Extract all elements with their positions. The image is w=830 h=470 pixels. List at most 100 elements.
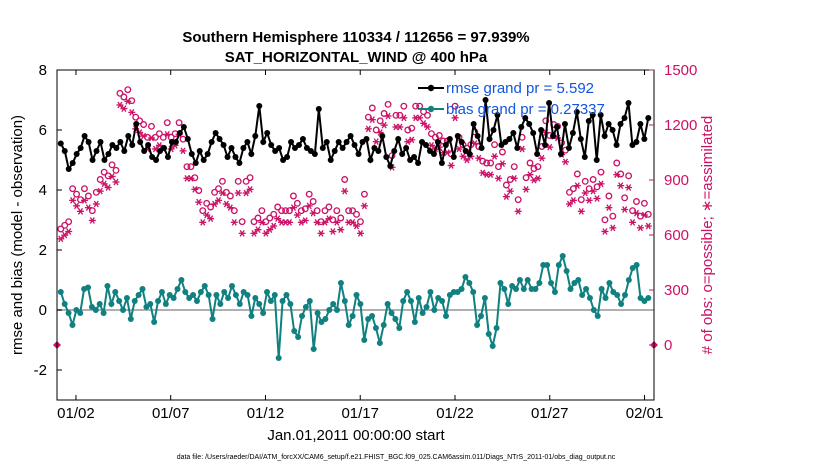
bias-point bbox=[236, 301, 243, 307]
bias-point bbox=[384, 301, 391, 307]
obs-assimilated-point bbox=[498, 160, 506, 168]
bias-point bbox=[127, 316, 134, 322]
bias-point bbox=[244, 292, 251, 298]
obs-possible-point bbox=[57, 225, 65, 233]
bias-point bbox=[645, 295, 652, 301]
bias-point bbox=[61, 301, 68, 307]
bias-point bbox=[618, 301, 625, 307]
obs-possible-point bbox=[514, 196, 522, 204]
rmse-point bbox=[299, 136, 306, 142]
bias-point bbox=[299, 313, 306, 319]
obs-possible-point bbox=[215, 185, 222, 193]
obs-possible-point bbox=[301, 205, 309, 213]
rmse-point bbox=[105, 151, 112, 157]
bias-point bbox=[228, 283, 235, 289]
rmse-point bbox=[601, 133, 608, 139]
obs-assimilated-point bbox=[285, 218, 293, 226]
obs-assimilated-point bbox=[494, 174, 502, 182]
obs-possible-point bbox=[136, 117, 144, 125]
obs-possible-point bbox=[613, 159, 621, 167]
obs-assimilated-point bbox=[333, 218, 341, 226]
obs-possible-point bbox=[633, 198, 640, 205]
rmse-point bbox=[415, 160, 422, 166]
rmse-point bbox=[387, 163, 394, 169]
obs-assimilated-point bbox=[423, 123, 431, 131]
obs-possible-point bbox=[542, 117, 550, 125]
obs-possible-point bbox=[211, 188, 219, 196]
rmse-point bbox=[180, 124, 187, 130]
legend-bias-label: bias grand pr = 0.27337 bbox=[446, 101, 605, 118]
bias-point bbox=[361, 337, 368, 343]
obs-assimilated-point bbox=[644, 222, 652, 230]
bias-point bbox=[462, 274, 469, 280]
bias-point bbox=[400, 298, 407, 304]
bias-point bbox=[209, 316, 216, 322]
obs-assimilated-point bbox=[163, 130, 171, 138]
rmse-point bbox=[176, 130, 183, 136]
obs-assimilated-point bbox=[293, 211, 301, 219]
series-layer bbox=[53, 86, 658, 361]
obs-possible-point bbox=[408, 124, 416, 132]
obs-assimilated-point bbox=[601, 228, 609, 235]
rmse-point bbox=[89, 157, 96, 163]
bias-point bbox=[633, 262, 640, 268]
bias-point bbox=[213, 292, 220, 298]
obs-assimilated-point bbox=[73, 202, 81, 210]
bias-point bbox=[65, 310, 72, 316]
obs-assimilated-point bbox=[112, 178, 120, 186]
obs-possible-point bbox=[609, 212, 617, 220]
rmse-point bbox=[137, 139, 144, 145]
obs-possible-point bbox=[305, 190, 313, 198]
rmse-point bbox=[335, 139, 342, 145]
rmse-point bbox=[339, 145, 346, 151]
obs-assimilated-point bbox=[368, 116, 376, 124]
x-tick-label: 01/07 bbox=[152, 405, 190, 422]
obs-assimilated-point bbox=[475, 154, 483, 162]
obs-possible-point bbox=[325, 203, 333, 211]
x-axis-label: Jan.01,2011 00:00:00 start bbox=[267, 427, 445, 444]
rmse-point bbox=[399, 151, 406, 157]
obs-possible-point bbox=[270, 210, 278, 218]
obs-possible-point bbox=[148, 122, 155, 130]
rmse-point bbox=[295, 142, 302, 148]
obs-possible-point bbox=[116, 89, 124, 97]
obs-possible-point bbox=[534, 163, 542, 171]
rmse-point bbox=[577, 136, 584, 142]
y-right-tick-label: 1200 bbox=[664, 117, 697, 134]
obs-assimilated-point bbox=[640, 211, 648, 219]
rmse-point bbox=[470, 121, 477, 127]
y-right-tick-label: 900 bbox=[664, 172, 689, 189]
rmse-point bbox=[248, 151, 255, 157]
obs-possible-point bbox=[337, 214, 345, 222]
bias-point bbox=[314, 310, 321, 316]
obs-assimilated-point bbox=[609, 224, 617, 232]
obs-possible-point bbox=[601, 216, 609, 224]
bias-point bbox=[104, 283, 111, 289]
rmse-point bbox=[490, 127, 497, 133]
obs-possible-point bbox=[593, 183, 601, 191]
obs-assimilated-point bbox=[384, 112, 392, 120]
obs-assimilated-point bbox=[636, 224, 644, 232]
obs-possible-point bbox=[526, 159, 534, 167]
rmse-point bbox=[633, 139, 640, 145]
obs-possible-point bbox=[73, 190, 81, 198]
obs-assimilated-point bbox=[325, 215, 333, 223]
rmse-point bbox=[597, 112, 604, 118]
obs-assimilated-point bbox=[108, 173, 116, 180]
obs-assimilated-point bbox=[632, 209, 640, 217]
bias-point bbox=[69, 322, 76, 328]
obs-possible-point bbox=[435, 132, 443, 139]
y-tick-label: 8 bbox=[39, 62, 47, 79]
obs-assimilated-point bbox=[207, 215, 215, 223]
bias-point bbox=[334, 307, 341, 313]
rmse-point bbox=[605, 121, 612, 127]
obs-assimilated-point bbox=[69, 196, 77, 204]
y-tick-label: -2 bbox=[34, 362, 47, 379]
bias-point bbox=[131, 298, 138, 304]
rmse-point bbox=[164, 154, 171, 160]
bias-point bbox=[349, 313, 356, 319]
obs-possible-point bbox=[297, 207, 305, 215]
bias-point bbox=[77, 310, 84, 316]
obs-possible-point bbox=[640, 199, 648, 207]
